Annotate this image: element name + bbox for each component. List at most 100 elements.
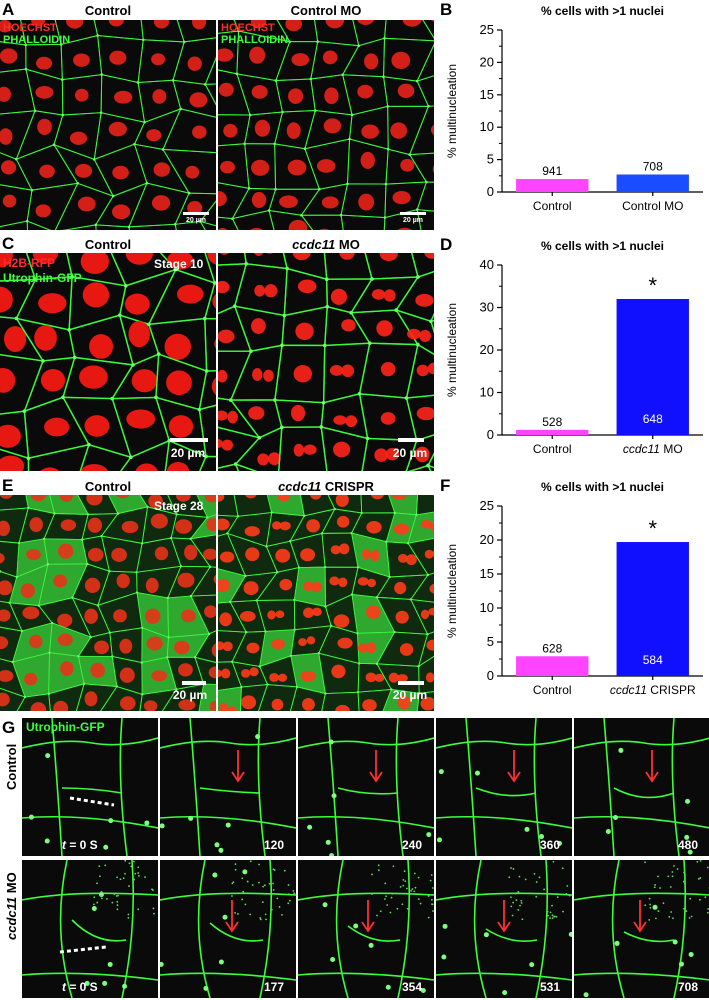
significance-star: * bbox=[648, 516, 657, 541]
y-tick-label: 15 bbox=[480, 87, 494, 102]
title-suffix: MO bbox=[335, 237, 360, 252]
bar bbox=[516, 656, 589, 676]
y-tick-label: 30 bbox=[480, 300, 494, 315]
stage-label-e: Stage 28 bbox=[154, 499, 204, 513]
y-tick-label: 10 bbox=[480, 119, 494, 134]
bar-count-label: 628 bbox=[542, 641, 562, 655]
timelapse-image bbox=[436, 860, 572, 998]
chart-title: % cells with >1 nuclei bbox=[541, 480, 664, 494]
panel-a-left-title: Control bbox=[84, 3, 132, 18]
micrograph-image bbox=[0, 20, 216, 230]
timelapse-image bbox=[574, 860, 709, 998]
panel-e-right-title: ccdc11 CRISPR bbox=[218, 479, 434, 494]
micrograph-a-control-mo bbox=[218, 20, 434, 230]
y-axis-label: % multinucleation bbox=[445, 544, 459, 638]
y-tick-label: 0 bbox=[487, 427, 494, 442]
x-tick-label: Control bbox=[533, 199, 572, 213]
chart-b: % cells with >1 nuclei % multinucleation 0… bbox=[440, 0, 709, 232]
panel-a-right-title: Control MO bbox=[290, 3, 362, 18]
panel-g-timelapse: t = 0 S 120 240 360 480 t = 0 S 177 354 531 708 bbox=[22, 718, 709, 1000]
row-label-ccdc11-mo: ccdc11 MO bbox=[4, 872, 19, 940]
stain-label-utrophin-gfp: Utrophin-GFP bbox=[3, 271, 82, 285]
scale-bar-label-c1: 20 µm bbox=[170, 446, 206, 460]
micrograph-e-control bbox=[0, 495, 216, 711]
gene-name: ccdc11 bbox=[4, 896, 19, 940]
micrograph-image bbox=[0, 253, 216, 471]
timelapse-image bbox=[298, 718, 434, 856]
bar bbox=[516, 179, 589, 192]
red-arrow bbox=[225, 900, 239, 933]
y-tick-label: 20 bbox=[480, 54, 494, 69]
y-axis-label: % multinucleation bbox=[445, 303, 459, 397]
y-tick-label: 10 bbox=[480, 600, 494, 615]
micrograph-e-ccdc11-crispr bbox=[218, 495, 434, 711]
stain-label-hoechst: HOECHST bbox=[3, 22, 57, 34]
x-tick-label: Control bbox=[533, 442, 572, 456]
timelapse-frame bbox=[160, 860, 296, 998]
panel-c-right-title: ccdc11 MO bbox=[218, 237, 434, 252]
panel-label-e: E bbox=[2, 476, 14, 495]
panel-label-c: C bbox=[2, 234, 15, 253]
panel-label-f: F bbox=[440, 476, 451, 495]
y-tick-label: 40 bbox=[480, 257, 494, 272]
row-label-control: Control bbox=[4, 743, 19, 790]
time-label: 708 bbox=[678, 980, 699, 994]
y-tick-label: 15 bbox=[480, 566, 494, 581]
time-value: = 0 S bbox=[66, 980, 98, 994]
stain-label-phalloidin-2: PHALLOIDIN bbox=[221, 34, 289, 46]
time-variable: t bbox=[62, 838, 66, 852]
red-arrow bbox=[497, 900, 511, 933]
panel-label-g: G bbox=[2, 718, 16, 737]
cleavage-line bbox=[59, 945, 107, 954]
scale-bar-c1 bbox=[170, 438, 208, 442]
bar-chart-svg: % cells with >1 nuclei % multinucleation 0… bbox=[445, 480, 703, 697]
timelapse-image bbox=[298, 860, 434, 998]
significance-star: * bbox=[648, 273, 657, 298]
panel-label-a: A bbox=[2, 0, 15, 19]
panel-e-left-title: Control bbox=[84, 479, 132, 494]
red-arrow bbox=[645, 750, 659, 783]
gene-name: ccdc11 bbox=[292, 237, 336, 252]
time-label: 360 bbox=[540, 838, 561, 852]
x-tick-label: ccdc11 CRISPR bbox=[610, 683, 696, 697]
red-arrow bbox=[633, 900, 647, 933]
timelapse-frame bbox=[160, 718, 296, 856]
scale-bar-a1 bbox=[183, 212, 209, 215]
y-tick-label: 25 bbox=[480, 498, 494, 513]
stage-label-c: Stage 10 bbox=[154, 257, 204, 271]
y-tick-label: 0 bbox=[487, 184, 494, 199]
timelapse-frame bbox=[574, 860, 709, 998]
micrograph-image bbox=[218, 20, 434, 230]
row-label-suffix: MO bbox=[4, 872, 19, 897]
timelapse-frame bbox=[298, 718, 434, 856]
timelapse-frame bbox=[298, 860, 434, 998]
timelapse-frame bbox=[22, 718, 158, 856]
chart-f: % cells with >1 nuclei % multinucleation 0… bbox=[440, 476, 709, 716]
bar-count-label: 648 bbox=[643, 412, 663, 426]
scale-bar-label-e2: 20 µm bbox=[392, 688, 428, 702]
gene-name: ccdc11 bbox=[278, 479, 322, 494]
stain-label-hoechst-2: HOECHST bbox=[221, 22, 275, 34]
panel-c-left-title: Control bbox=[84, 237, 132, 252]
bar bbox=[516, 429, 589, 435]
bar bbox=[616, 299, 689, 435]
y-tick-label: 25 bbox=[480, 22, 494, 37]
x-tick-label: Control MO bbox=[622, 199, 683, 213]
stain-label-g: Utrophin-GFP bbox=[26, 720, 105, 734]
bar-chart-svg: % cells with >1 nuclei % multinucleation 0… bbox=[445, 4, 703, 213]
bar-chart-svg: % cells with >1 nuclei % multinucleation 0… bbox=[445, 239, 703, 456]
x-tick-label: Control bbox=[533, 683, 572, 697]
time-label-t0: t = 0 S bbox=[62, 980, 98, 994]
y-tick-label: 20 bbox=[480, 342, 494, 357]
micrograph-c-ccdc11-mo bbox=[218, 253, 434, 471]
time-label: 120 bbox=[264, 838, 285, 852]
cleavage-line bbox=[69, 796, 115, 807]
time-label: 177 bbox=[264, 980, 285, 994]
y-tick-label: 0 bbox=[487, 668, 494, 683]
scale-bar-label-a1: 20 µm bbox=[186, 217, 206, 224]
timelapse-frame bbox=[22, 860, 158, 998]
micrograph-image bbox=[0, 495, 216, 711]
x-tick-label: ccdc11 MO bbox=[623, 442, 683, 456]
timelapse-frame bbox=[574, 718, 709, 856]
panel-label-b: B bbox=[440, 0, 453, 19]
